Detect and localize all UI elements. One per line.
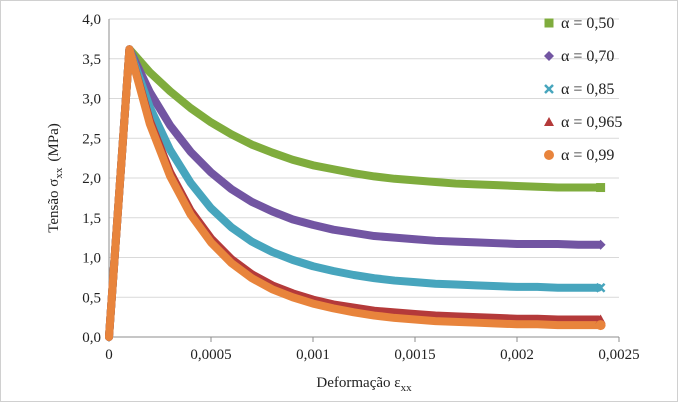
grid-lines bbox=[109, 18, 619, 298]
y-tick-label: 0,0 bbox=[82, 330, 101, 346]
series-end-marker-3-stroke-b bbox=[595, 282, 606, 293]
series-line-1 bbox=[105, 45, 603, 341]
y-tick-label: 4,0 bbox=[82, 12, 101, 28]
legend-marker-5 bbox=[544, 150, 554, 160]
y-tick-label: 1,0 bbox=[82, 251, 101, 267]
legend-label-3: α = 0,85 bbox=[561, 81, 614, 98]
legend-label-1: α = 0,50 bbox=[561, 15, 614, 32]
x-tick-label: 0,0005 bbox=[190, 347, 231, 363]
legend-marker-3-stroke-b bbox=[544, 84, 554, 94]
series-end-marker-5 bbox=[595, 320, 606, 331]
x-tick-label: 0,001 bbox=[296, 347, 330, 363]
y-tick-label: 3,5 bbox=[82, 52, 101, 68]
y-tick-label: 3,0 bbox=[82, 92, 101, 108]
legend-marker-1 bbox=[544, 18, 554, 28]
legend-label-5: α = 0,99 bbox=[561, 147, 614, 164]
x-tick-label: 0,0025 bbox=[598, 347, 639, 363]
series-end-marker-2 bbox=[595, 239, 606, 250]
y-axis-title: Tensão σxx(MPa) bbox=[46, 123, 65, 232]
x-tick-label: 0,002 bbox=[500, 347, 534, 363]
series-line-3 bbox=[105, 45, 603, 341]
x-tick-label: 0,0015 bbox=[394, 347, 435, 363]
y-tick-label: 0,5 bbox=[82, 290, 101, 306]
legend: α = 0,50 α = 0,70 α = 0,85 α = 0,965 α = 0,9… bbox=[544, 15, 622, 164]
x-tick-label: 0 bbox=[105, 347, 113, 363]
y-tick-label: 1,5 bbox=[82, 211, 101, 227]
x-tick-labels: 0 0,0005 0,001 0,0015 0,002 0,0025 bbox=[105, 337, 640, 363]
series-end-marker-1 bbox=[596, 183, 606, 193]
y-tick-label: 2,0 bbox=[82, 171, 101, 187]
legend-label-4: α = 0,965 bbox=[561, 114, 622, 131]
y-tick-label: 2,5 bbox=[82, 131, 101, 147]
legend-label-2: α = 0,70 bbox=[561, 48, 614, 65]
legend-marker-2 bbox=[544, 51, 554, 61]
series-end-marker-3 bbox=[595, 282, 606, 293]
series-line-2 bbox=[105, 45, 603, 341]
legend-marker-4 bbox=[544, 117, 554, 126]
series-group bbox=[105, 45, 606, 341]
x-axis-title: Deformação εxx bbox=[316, 375, 412, 394]
series-line-5 bbox=[105, 45, 603, 341]
y-tick-labels: 0,0 0,5 1,0 1,5 2,0 2,5 3,0 3,5 4,0 bbox=[82, 12, 101, 346]
legend-marker-3 bbox=[544, 84, 554, 94]
